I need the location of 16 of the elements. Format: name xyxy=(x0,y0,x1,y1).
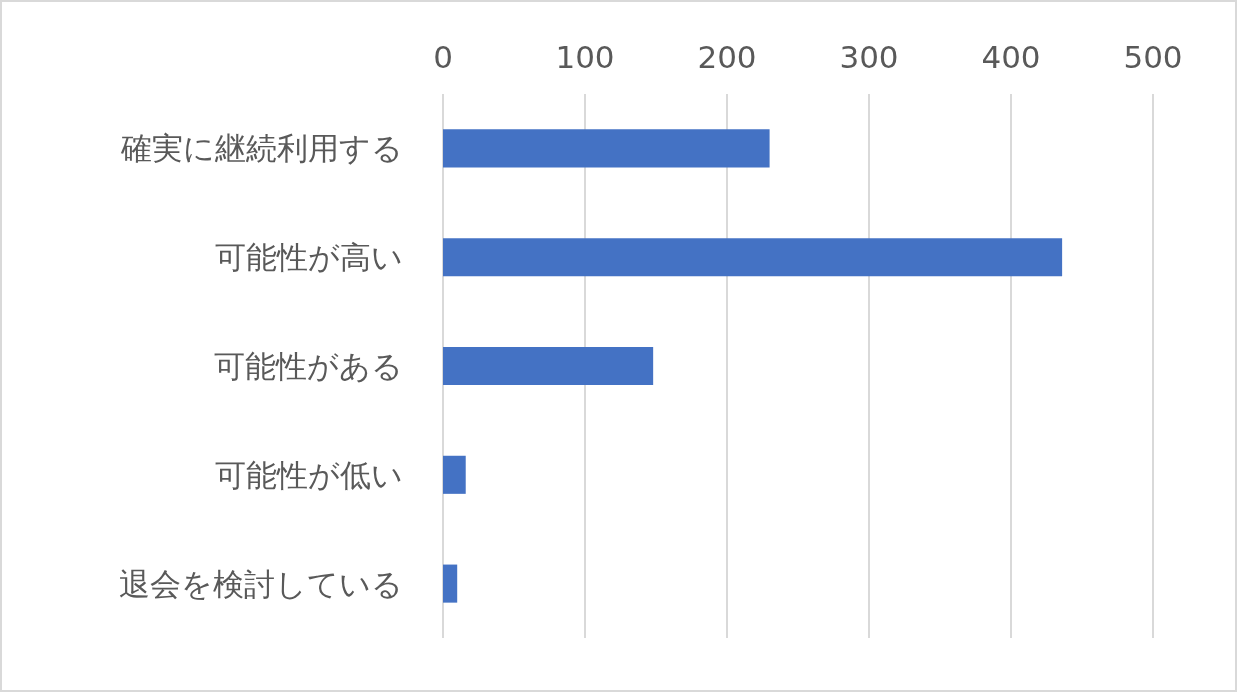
bar xyxy=(443,346,654,386)
bar xyxy=(443,238,1063,277)
bar xyxy=(443,129,770,168)
y-tick-label: 可能性が低い xyxy=(215,456,403,493)
x-tick-label: 0 xyxy=(433,38,453,75)
bar xyxy=(443,564,458,603)
y-tick-label: 可能性が高い xyxy=(215,239,403,276)
x-tick-label: 200 xyxy=(697,38,757,75)
x-tick-label: 300 xyxy=(839,38,899,75)
x-tick-label: 100 xyxy=(555,38,615,75)
x-tick-label: 500 xyxy=(1123,38,1183,75)
y-tick-label: 確実に継続利用する xyxy=(120,130,403,167)
bar xyxy=(443,455,466,494)
y-tick-label: 退会を検討している xyxy=(119,565,403,602)
x-tick-label: 400 xyxy=(981,38,1041,75)
y-tick-label: 可能性がある xyxy=(214,348,403,384)
